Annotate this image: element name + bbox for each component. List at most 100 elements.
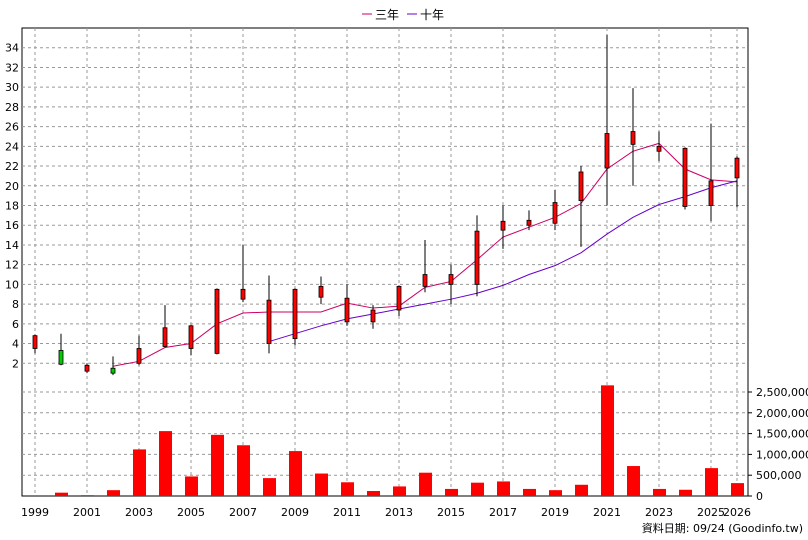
volume-tick-label: 2,000,000 [756, 407, 808, 420]
volume-bar [575, 484, 588, 496]
x-tick-label: 2013 [385, 506, 413, 519]
price-tick-label: 22 [5, 160, 19, 173]
price-tick-label: 18 [5, 200, 19, 213]
x-tick-label: 2017 [489, 506, 517, 519]
volume-tick-label: 1,500,000 [756, 428, 808, 441]
candle-up [84, 364, 90, 372]
candle-up [682, 147, 688, 207]
grid-layer [21, 27, 749, 497]
x-tick-label: 1999 [21, 506, 49, 519]
volume-bar [705, 468, 718, 496]
plot-border [21, 27, 749, 497]
candle-down [58, 350, 64, 365]
source-label: 資料日期: 09/24 (Goodinfo.tw) [642, 521, 803, 535]
candle-up [500, 220, 506, 231]
volume-bar [263, 478, 276, 496]
price-tick-label: 20 [5, 180, 19, 193]
candle-up [396, 285, 402, 311]
x-tick-label: 2005 [177, 506, 205, 519]
candle-up [344, 297, 350, 323]
candle-up [630, 131, 636, 145]
x-tick-label: 2025 [697, 506, 725, 519]
candle-up [292, 288, 298, 340]
candle-up [656, 145, 662, 152]
candle-up [240, 288, 246, 300]
volume-bar [55, 492, 68, 496]
candle-up [422, 274, 428, 287]
candle-down [110, 367, 116, 374]
volume-tick-label: 500,000 [756, 469, 802, 482]
legend: 三年 十年 [362, 8, 444, 22]
price-tick-label: 28 [5, 101, 19, 114]
x-tick-label: 2003 [125, 506, 153, 519]
candle-up [734, 157, 740, 179]
volume-bar [497, 481, 510, 496]
volume-bar [731, 483, 744, 496]
candle-up [214, 288, 220, 354]
x-tick-label: 2009 [281, 506, 309, 519]
volume-bar [523, 488, 536, 496]
x-tick-label: 2021 [593, 506, 621, 519]
candle-up [708, 180, 714, 206]
candle-up [474, 230, 480, 285]
volume-bar [107, 490, 120, 496]
price-tick-label: 16 [5, 219, 19, 232]
volume-bar [315, 473, 328, 496]
x-tick-label: 2015 [437, 506, 465, 519]
volume-bar [627, 466, 640, 496]
price-tick-label: 30 [5, 81, 19, 94]
legend-label: 三年 [375, 8, 399, 22]
price-tick-label: 26 [5, 121, 19, 134]
candle-up [552, 202, 558, 224]
volume-bar [185, 476, 198, 496]
candle-layer [32, 34, 740, 376]
volume-bar [601, 385, 614, 496]
candle-up [318, 285, 324, 298]
candle-up [266, 299, 272, 344]
volume-bar [133, 449, 146, 496]
price-tick-label: 4 [12, 338, 19, 351]
volume-bar [237, 445, 250, 496]
candle-up [448, 274, 454, 285]
volume-layer [55, 385, 744, 496]
volume-bar [341, 482, 354, 496]
axis-layer: 2468101214161820222426283032340500,0001,… [5, 42, 808, 519]
price-tick-label: 2 [12, 357, 19, 370]
x-tick-label: 2011 [333, 506, 361, 519]
candle-up [370, 309, 376, 323]
candle-up [526, 219, 532, 226]
price-tick-label: 34 [5, 42, 19, 55]
volume-bar [367, 491, 380, 496]
volume-bar [81, 495, 94, 496]
x-tick-label: 2026 [723, 506, 751, 519]
price-tick-label: 24 [5, 140, 19, 153]
x-tick-label: 2001 [73, 506, 101, 519]
volume-bar [159, 431, 172, 496]
volume-tick-label: 1,000,000 [756, 448, 808, 461]
price-tick-label: 14 [5, 239, 19, 252]
volume-bar [211, 434, 224, 496]
candle-up [162, 327, 168, 347]
candle-up [604, 133, 610, 169]
volume-tick-label: 2,500,000 [756, 386, 808, 399]
price-tick-label: 8 [12, 298, 19, 311]
volume-bar [653, 488, 666, 496]
volume-bar [393, 486, 406, 496]
volume-bar [549, 490, 562, 496]
volume-bar [419, 472, 432, 496]
price-tick-label: 10 [5, 278, 19, 291]
legend-label: 十年 [420, 8, 444, 22]
candle-up [578, 171, 584, 201]
x-tick-label: 2019 [541, 506, 569, 519]
volume-bar [289, 451, 302, 496]
price-tick-label: 12 [5, 259, 19, 272]
volume-tick-label: 0 [756, 490, 763, 503]
price-tick-label: 6 [12, 318, 19, 331]
candle-up [188, 325, 194, 349]
volume-bar [445, 488, 458, 496]
volume-bar [471, 482, 484, 496]
x-tick-label: 2007 [229, 506, 257, 519]
volume-bar [679, 489, 692, 496]
x-tick-label: 2023 [645, 506, 673, 519]
